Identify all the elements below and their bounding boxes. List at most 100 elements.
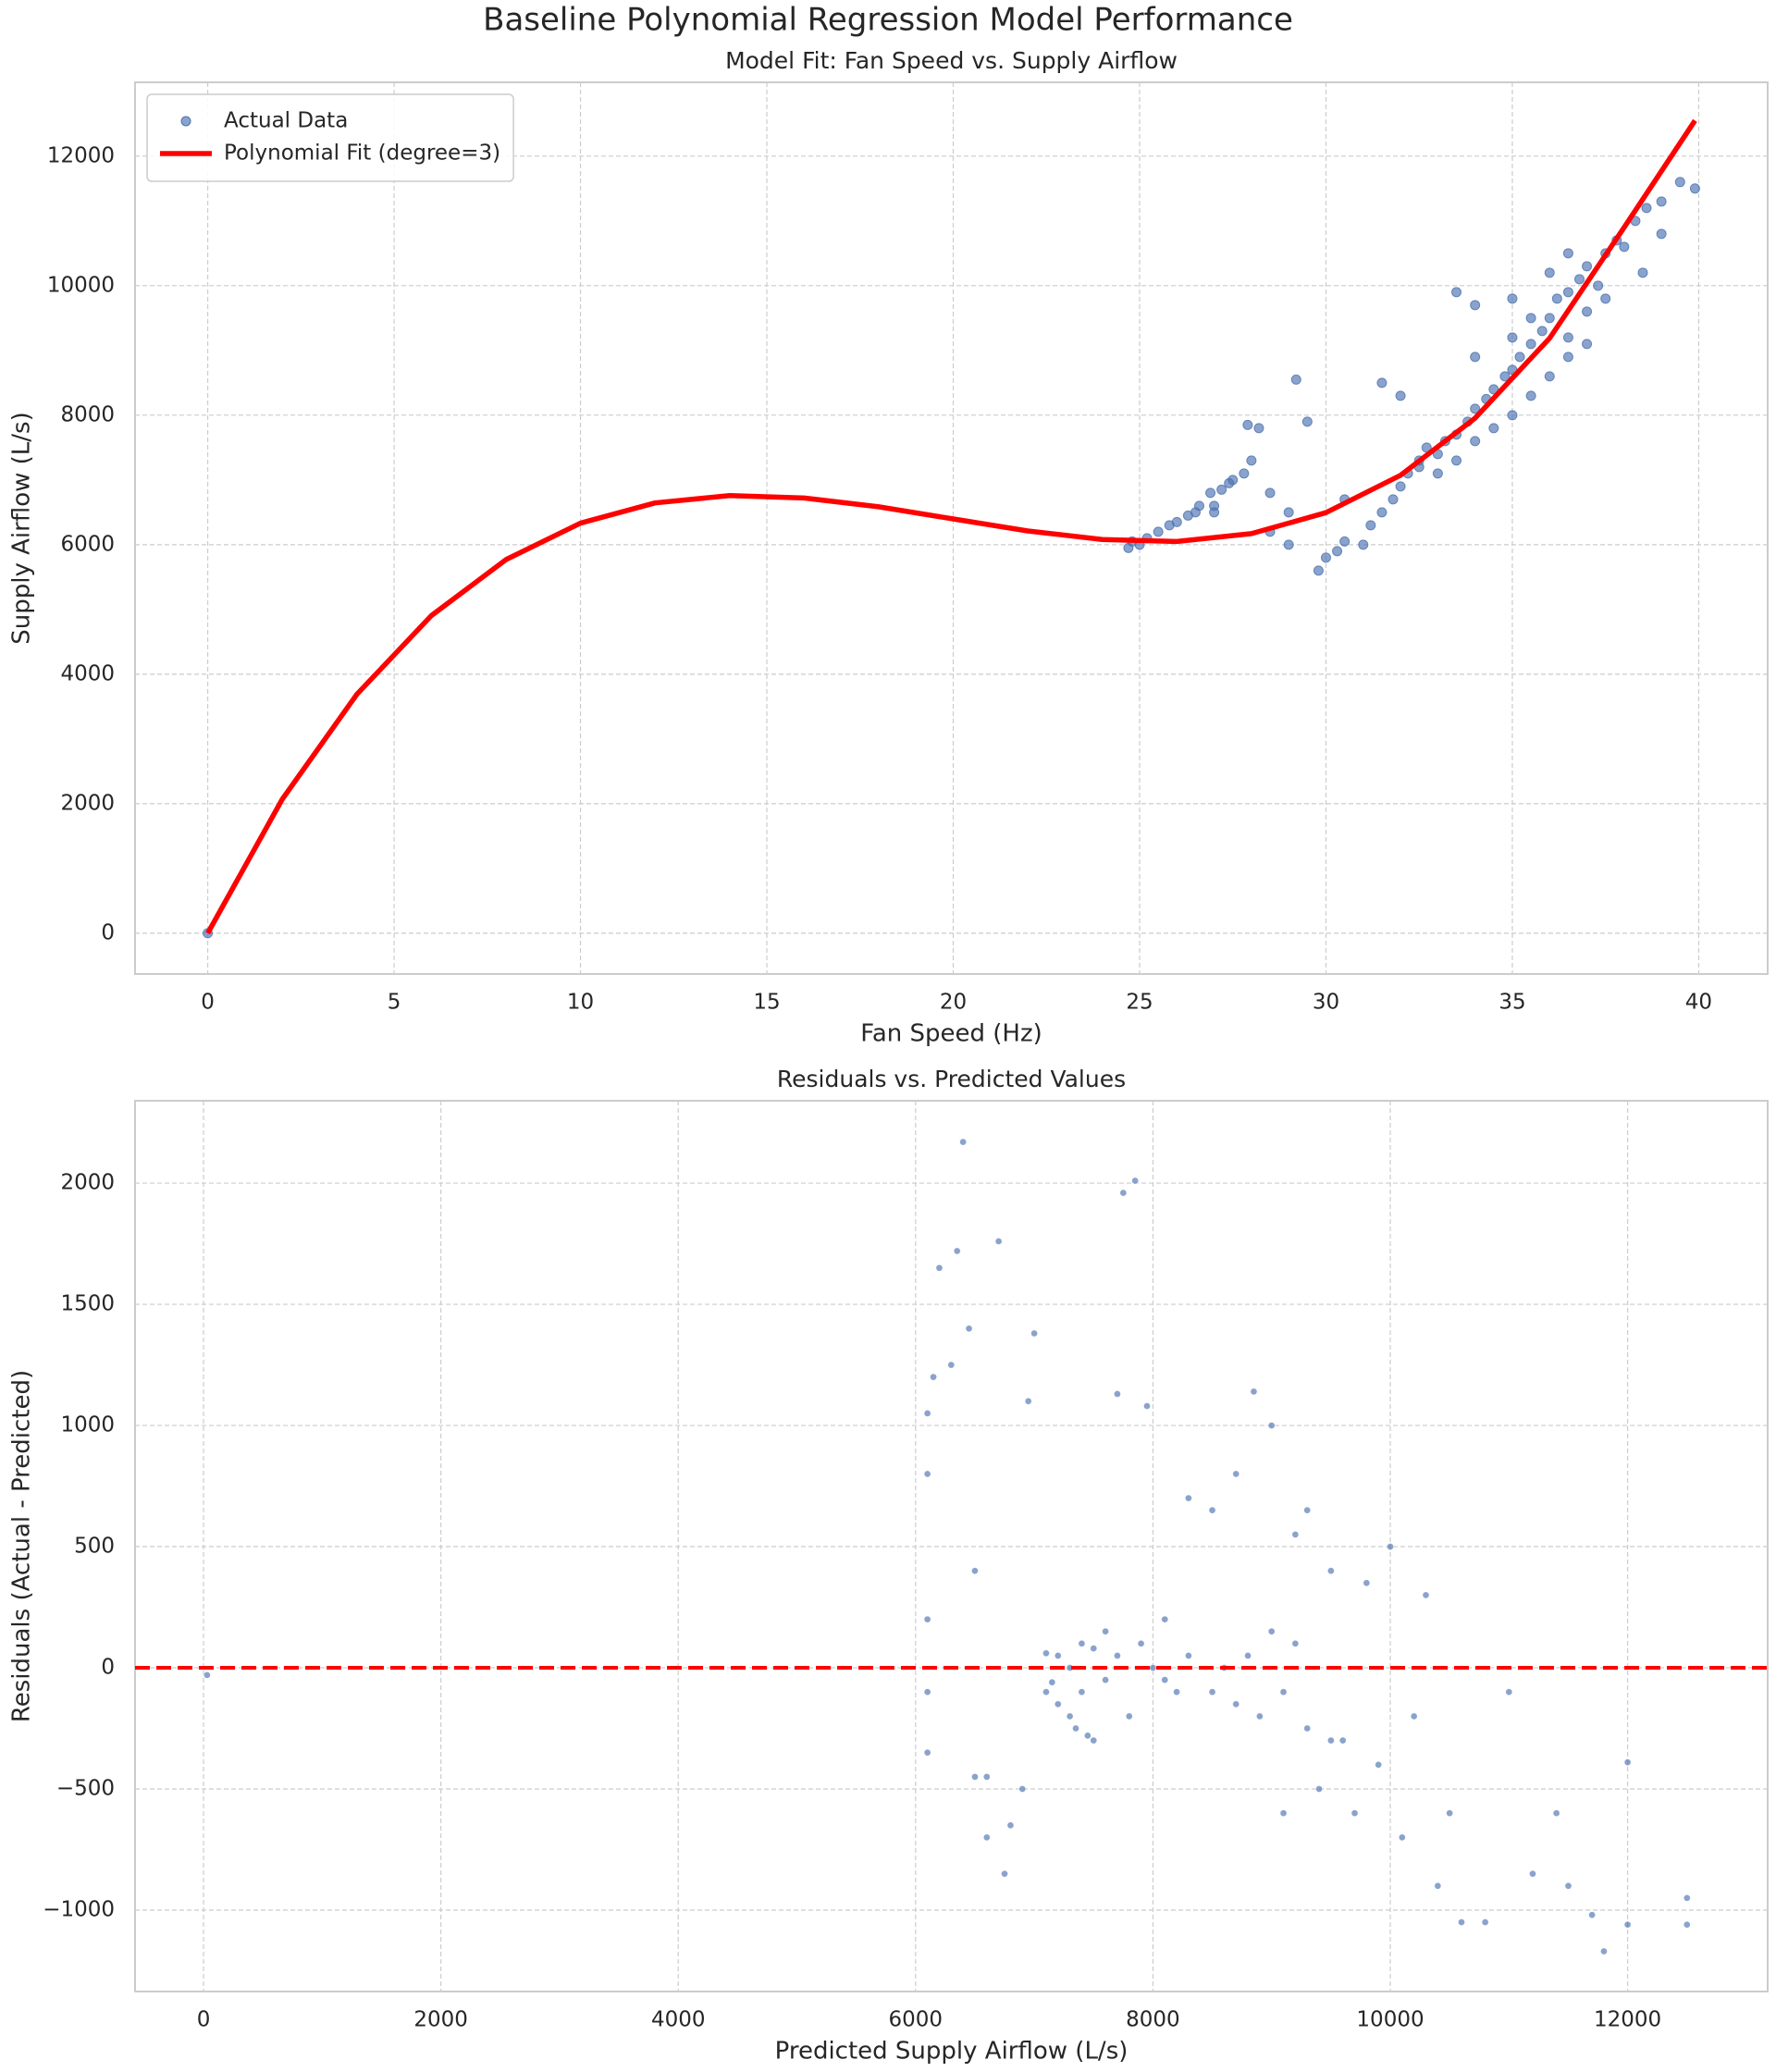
x-axis-label: Fan Speed (Hz) [860,1020,1042,1048]
data-point [1623,1920,1632,1929]
data-point [1623,1758,1632,1767]
x-tick-label: 8000 [1126,2008,1180,2032]
data-point [1083,1732,1092,1740]
data-point [953,1247,961,1255]
y-tick-label: 6000 [60,532,115,556]
data-point [1054,1652,1062,1659]
data-point [1562,287,1573,298]
data-point [1451,455,1462,466]
y-tick-label: 2000 [60,791,115,815]
x-tick-label: 25 [1126,991,1153,1015]
data-point [1470,436,1481,447]
y-tick-label: 2000 [60,1171,115,1195]
y-tick-label: 10000 [47,273,115,297]
data-point [1078,1639,1086,1647]
data-point [1363,1579,1371,1587]
x-tick-label: 0 [201,991,215,1015]
data-point [1042,1649,1050,1658]
data-point [1006,1821,1015,1830]
data-point [203,1671,211,1679]
data-point [1600,293,1611,304]
plot-frame [134,1100,1769,1992]
x-tick-label: 15 [753,991,780,1015]
fit-line [205,118,1697,935]
data-point [1173,1688,1180,1696]
data-point [1232,1470,1240,1478]
y-tick-label: −1000 [43,1897,115,1921]
data-point [947,1361,956,1369]
data-point [1683,1920,1691,1929]
data-point [1018,1785,1027,1793]
data-point [930,1373,937,1381]
data-point [1279,1688,1288,1696]
data-point [1119,1189,1128,1197]
data-point [1042,1688,1050,1696]
data-point [1588,1911,1597,1919]
data-point [1395,390,1406,401]
data-point [1562,248,1573,259]
data-point [1315,1785,1323,1793]
data-point [1544,371,1555,382]
x-axis-label: Predicted Supply Airflow (L/s) [775,2038,1128,2066]
data-point [1641,203,1652,214]
data-point [1267,1422,1276,1429]
data-point [1544,267,1555,278]
data-point [1338,1736,1347,1745]
data-point [1683,1893,1691,1902]
data-point [1320,552,1331,563]
data-point [923,1410,931,1417]
data-point [1131,1177,1140,1185]
y-tick-label: 500 [74,1535,115,1559]
data-point [1030,1329,1039,1338]
data-point [1153,526,1164,537]
y-tick-label: 0 [101,920,115,944]
data-point [1451,287,1462,298]
data-point [1470,403,1481,414]
plot-frame [134,81,1769,975]
data-point [1375,1760,1383,1769]
data-point [1303,1724,1312,1733]
data-point [1326,1567,1335,1575]
data-point [1208,1506,1216,1514]
data-point [1313,565,1324,576]
data-point [1161,1615,1169,1623]
data-point [1507,293,1518,304]
data-point [1544,313,1555,324]
data-point [1600,1947,1608,1955]
data-point [1514,352,1525,363]
data-point [1619,241,1630,253]
data-point [1564,1881,1572,1890]
data-point [1171,516,1182,527]
data-point [1283,539,1294,550]
data-point [1376,507,1388,518]
y-axis-label: Supply Airflow (L/s) [8,412,36,644]
data-point [1332,546,1343,557]
data-point [994,1238,1003,1245]
data-point [1242,419,1253,430]
data-point [1246,455,1257,466]
data-point [1470,300,1481,311]
data-point [1239,468,1250,479]
data-point [1536,326,1548,337]
data-point [1090,1736,1098,1745]
data-point [935,1264,944,1272]
x-tick-label: 40 [1685,991,1712,1015]
data-point [971,1567,979,1575]
y-tick-label: 0 [101,1656,115,1680]
data-point [1072,1724,1079,1733]
data-point [1143,1402,1151,1410]
subplot-title: Residuals vs. Predicted Values [777,1066,1126,1092]
data-point [1250,1388,1258,1396]
figure-title: Baseline Polynomial Regression Model Per… [483,2,1293,39]
data-point [1232,1700,1240,1708]
subplot-title: Model Fit: Fan Speed vs. Supply Airflow [725,47,1178,74]
data-point [1114,1652,1121,1659]
data-point [1303,1506,1312,1514]
data-point [1024,1397,1032,1405]
data-point [1582,306,1593,317]
data-point [1388,494,1399,505]
data-point [1410,1712,1418,1720]
data-point [1161,1676,1169,1684]
data-point [1395,481,1406,492]
